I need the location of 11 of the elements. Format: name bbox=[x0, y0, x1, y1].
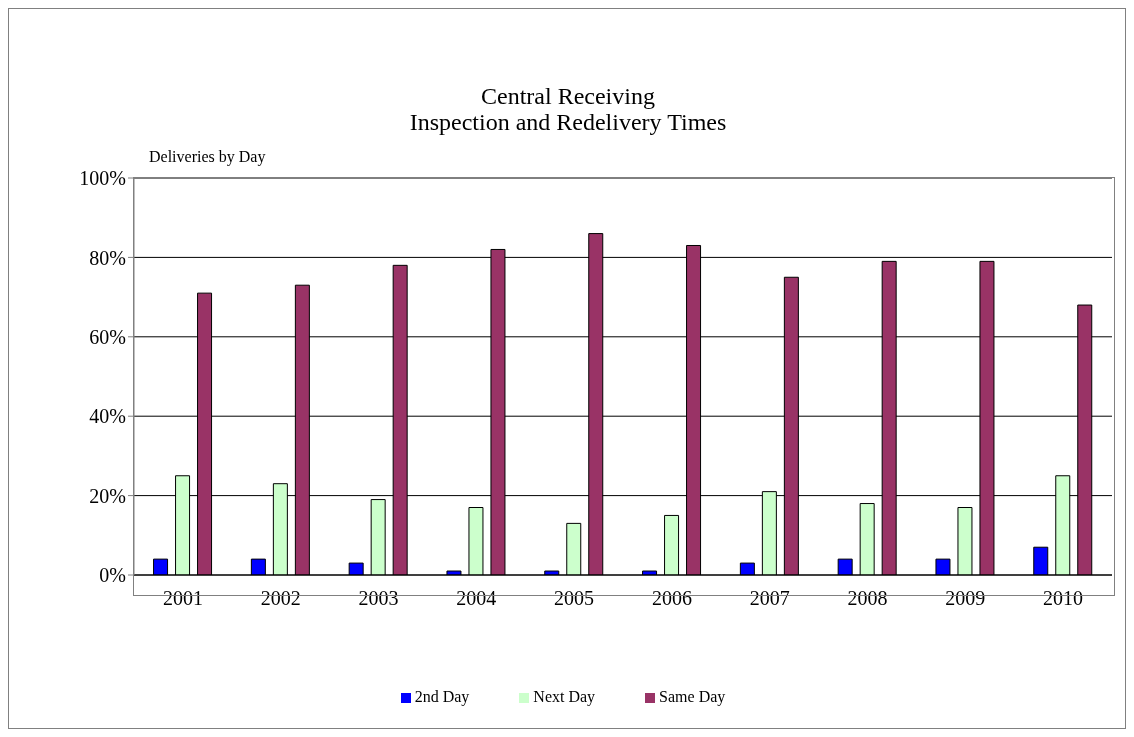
chart-title: Central Receiving Inspection and Redelivery Times bbox=[408, 83, 728, 135]
legend-label: 2nd Day bbox=[414, 688, 470, 705]
y-tick-label: 0% bbox=[99, 564, 126, 587]
y-tick-label: 40% bbox=[89, 405, 126, 428]
y-tick-label: 20% bbox=[89, 484, 126, 507]
legend-label: Same Day bbox=[659, 688, 726, 705]
y-tick-label: 80% bbox=[89, 246, 126, 269]
y-tick-label: 60% bbox=[89, 325, 126, 348]
legend-label: Next Day bbox=[533, 688, 596, 705]
y-tick-label: 100% bbox=[79, 167, 126, 190]
y-axis-title: Deliveries by Day bbox=[149, 148, 266, 166]
